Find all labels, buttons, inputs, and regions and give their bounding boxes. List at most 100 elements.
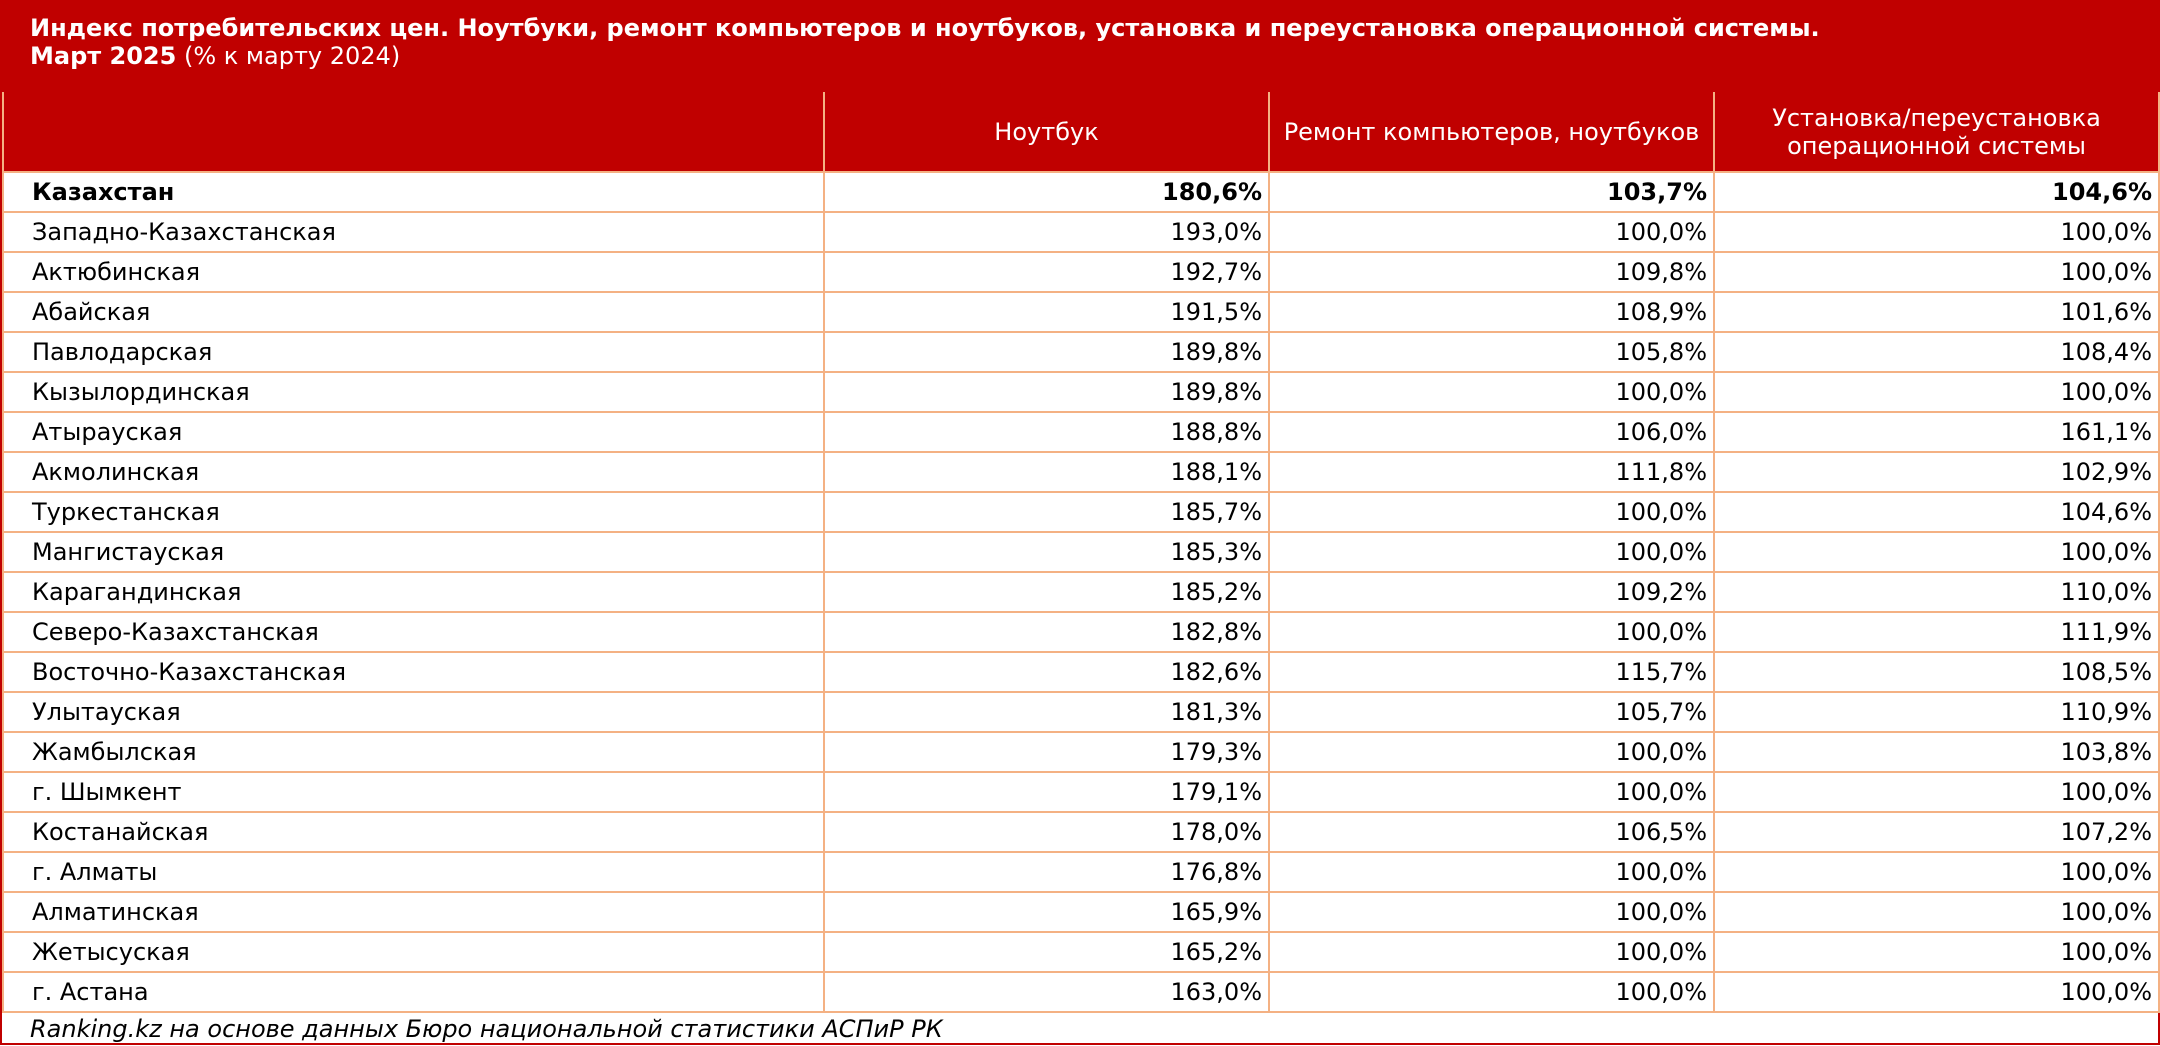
value-cell: 106,5% bbox=[1268, 811, 1715, 853]
region-cell: г. Шымкент bbox=[2, 771, 825, 813]
period: Март 2025 bbox=[30, 42, 177, 70]
value-cell: 165,9% bbox=[823, 891, 1270, 933]
value-cell: 100,0% bbox=[1713, 211, 2160, 253]
region-cell: Северо-Казахстанская bbox=[2, 611, 825, 653]
table-row: г. Шымкент 179,1% 100,0% 100,0% bbox=[2, 771, 2160, 813]
value-cell: 103,8% bbox=[1713, 731, 2160, 773]
table-row: Туркестанская 185,7% 100,0% 104,6% bbox=[2, 491, 2160, 533]
region-cell: Павлодарская bbox=[2, 331, 825, 373]
table-body: Казахстан 180,6% 103,7% 104,6% Западно-Казах… bbox=[2, 171, 2160, 1013]
data-table: Ноутбук Ремонт компьютеров, ноутбуков Уста… bbox=[2, 92, 2160, 1013]
table-row: Павлодарская 189,8% 105,8% 108,4% bbox=[2, 331, 2160, 373]
value-cell: 100,0% bbox=[1713, 531, 2160, 573]
value-cell: 109,2% bbox=[1268, 571, 1715, 613]
value-cell: 188,8% bbox=[823, 411, 1270, 453]
header-cell bbox=[2, 92, 825, 173]
value-cell: 115,7% bbox=[1268, 651, 1715, 693]
header-row: Ноутбук Ремонт компьютеров, ноутбуков Уста… bbox=[2, 92, 2160, 173]
region-cell: Актюбинская bbox=[2, 251, 825, 293]
table-row: Жетысуская 165,2% 100,0% 100,0% bbox=[2, 931, 2160, 973]
title-bar: Индекс потребительских цен. Ноутбуки, ре… bbox=[2, 2, 2158, 92]
table-row: Западно-Казахстанская 193,0% 100,0% 100,0% bbox=[2, 211, 2160, 253]
column-header: Установка/переустановка операционной сис… bbox=[1713, 92, 2160, 173]
unit: (% к марту 2024) bbox=[183, 42, 401, 70]
value-cell: 189,8% bbox=[823, 331, 1270, 373]
table-row: Актюбинская 192,7% 109,8% 100,0% bbox=[2, 251, 2160, 293]
value-cell: 180,6% bbox=[823, 171, 1270, 213]
table-row: Жамбылская 179,3% 100,0% 103,8% bbox=[2, 731, 2160, 773]
table-row: Казахстан 180,6% 103,7% 104,6% bbox=[2, 171, 2160, 213]
table-row: Абайская 191,5% 108,9% 101,6% bbox=[2, 291, 2160, 333]
value-cell: 161,1% bbox=[1713, 411, 2160, 453]
region-cell: Карагандинская bbox=[2, 571, 825, 613]
value-cell: 100,0% bbox=[1268, 891, 1715, 933]
region-cell: Костанайская bbox=[2, 811, 825, 853]
value-cell: 185,2% bbox=[823, 571, 1270, 613]
value-cell: 100,0% bbox=[1713, 371, 2160, 413]
value-cell: 178,0% bbox=[823, 811, 1270, 853]
subtitle: Март 2025 (% к марту 2024) bbox=[30, 42, 2158, 70]
value-cell: 108,5% bbox=[1713, 651, 2160, 693]
value-cell: 101,6% bbox=[1713, 291, 2160, 333]
region-cell: Казахстан bbox=[2, 171, 825, 213]
value-cell: 111,9% bbox=[1713, 611, 2160, 653]
source-note: Ranking.kz на основе данных Бюро национа… bbox=[30, 1015, 943, 1043]
value-cell: 189,8% bbox=[823, 371, 1270, 413]
value-cell: 110,9% bbox=[1713, 691, 2160, 733]
table-row: г. Астана 163,0% 100,0% 100,0% bbox=[2, 971, 2160, 1013]
region-cell: Восточно-Казахстанская bbox=[2, 651, 825, 693]
value-cell: 110,0% bbox=[1713, 571, 2160, 613]
region-cell: Мангистауская bbox=[2, 531, 825, 573]
value-cell: 108,9% bbox=[1268, 291, 1715, 333]
value-cell: 106,0% bbox=[1268, 411, 1715, 453]
value-cell: 100,0% bbox=[1713, 851, 2160, 893]
table-row: Атырауская 188,8% 106,0% 161,1% bbox=[2, 411, 2160, 453]
value-cell: 100,0% bbox=[1713, 971, 2160, 1013]
value-cell: 165,2% bbox=[823, 931, 1270, 973]
value-cell: 182,6% bbox=[823, 651, 1270, 693]
table-row: Кызылординская 189,8% 100,0% 100,0% bbox=[2, 371, 2160, 413]
value-cell: 193,0% bbox=[823, 211, 1270, 253]
region-cell: г. Алматы bbox=[2, 851, 825, 893]
value-cell: 100,0% bbox=[1268, 531, 1715, 573]
region-cell: Атырауская bbox=[2, 411, 825, 453]
value-cell: 176,8% bbox=[823, 851, 1270, 893]
value-cell: 100,0% bbox=[1268, 971, 1715, 1013]
region-cell: Акмолинская bbox=[2, 451, 825, 493]
title: Индекс потребительских цен. Ноутбуки, ре… bbox=[30, 14, 1820, 42]
value-cell: 181,3% bbox=[823, 691, 1270, 733]
table-row: Улытауская 181,3% 105,7% 110,9% bbox=[2, 691, 2160, 733]
value-cell: 192,7% bbox=[823, 251, 1270, 293]
value-cell: 103,7% bbox=[1268, 171, 1715, 213]
value-cell: 104,6% bbox=[1713, 171, 2160, 213]
region-cell: Абайская bbox=[2, 291, 825, 333]
region-cell: г. Астана bbox=[2, 971, 825, 1013]
value-cell: 109,8% bbox=[1268, 251, 1715, 293]
value-cell: 104,6% bbox=[1713, 491, 2160, 533]
table-row: Восточно-Казахстанская 182,6% 115,7% 108,5% bbox=[2, 651, 2160, 693]
table-row: Карагандинская 185,2% 109,2% 110,0% bbox=[2, 571, 2160, 613]
value-cell: 100,0% bbox=[1713, 931, 2160, 973]
value-cell: 185,3% bbox=[823, 531, 1270, 573]
value-cell: 182,8% bbox=[823, 611, 1270, 653]
region-cell: Алматинская bbox=[2, 891, 825, 933]
value-cell: 188,1% bbox=[823, 451, 1270, 493]
region-cell: Туркестанская bbox=[2, 491, 825, 533]
table-row: Северо-Казахстанская 182,8% 100,0% 111,9% bbox=[2, 611, 2160, 653]
value-cell: 100,0% bbox=[1268, 611, 1715, 653]
value-cell: 105,7% bbox=[1268, 691, 1715, 733]
value-cell: 163,0% bbox=[823, 971, 1270, 1013]
region-cell: Западно-Казахстанская bbox=[2, 211, 825, 253]
value-cell: 100,0% bbox=[1268, 491, 1715, 533]
value-cell: 100,0% bbox=[1268, 211, 1715, 253]
value-cell: 191,5% bbox=[823, 291, 1270, 333]
table-row: Алматинская 165,9% 100,0% 100,0% bbox=[2, 891, 2160, 933]
value-cell: 100,0% bbox=[1268, 931, 1715, 973]
value-cell: 179,3% bbox=[823, 731, 1270, 773]
column-header: Ремонт компьютеров, ноутбуков bbox=[1268, 92, 1715, 173]
table-row: Мангистауская 185,3% 100,0% 100,0% bbox=[2, 531, 2160, 573]
value-cell: 100,0% bbox=[1268, 771, 1715, 813]
value-cell: 102,9% bbox=[1713, 451, 2160, 493]
region-cell: Улытауская bbox=[2, 691, 825, 733]
